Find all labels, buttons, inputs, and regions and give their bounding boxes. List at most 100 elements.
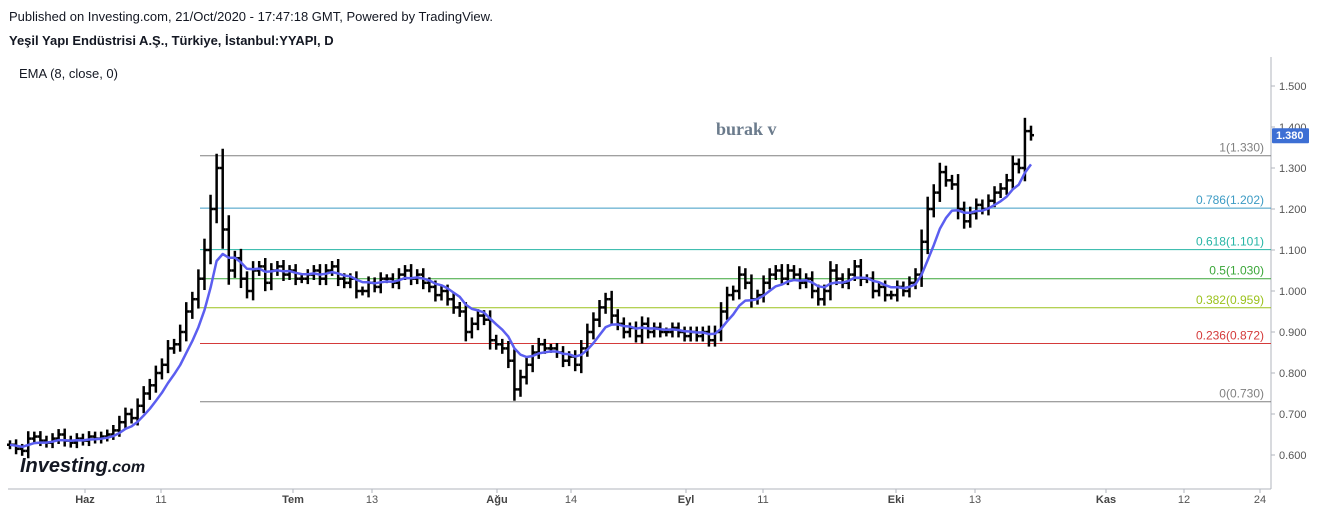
ohlc-bar [590, 312, 597, 340]
fib-level-label: 1(1.330) [1219, 141, 1264, 155]
price-axis[interactable]: 0.600 0.700 0.800 0.900 1.000 1.100 1.200 1.300… [1271, 81, 1307, 462]
ohlc-bar [888, 290, 895, 300]
ohlc-bar [122, 407, 129, 429]
ohlc-bar [815, 284, 822, 306]
ohlc-bar [438, 285, 445, 301]
ohlc-bar [724, 286, 731, 320]
fib-level-label: 0.618(1.101) [1196, 235, 1264, 249]
price-tick-label: 0.600 [1279, 450, 1307, 462]
ohlc-bar [736, 266, 743, 300]
fib-level-label: 0.236(0.872) [1196, 328, 1264, 342]
ohlc-bar [468, 317, 475, 339]
ohlc-bar [244, 271, 251, 299]
fib-level-label: 0.382(0.959) [1196, 293, 1264, 307]
time-tick-label: Kas [1096, 494, 1116, 506]
ohlc-bar [1003, 173, 1010, 195]
ohlc-bar [742, 268, 749, 290]
ohlc-bar [189, 291, 196, 319]
ohlc-bar [298, 274, 305, 284]
ohlc-bar [578, 340, 585, 374]
ohlc-bar [608, 290, 615, 324]
price-tick-label: 0.900 [1279, 327, 1307, 339]
ohlc-bar [371, 277, 378, 293]
ohlc-bar [681, 326, 688, 342]
ohlc-bar [225, 215, 232, 285]
ohlc-bar [869, 271, 876, 299]
ohlc-bar [651, 322, 658, 338]
ohlc-bar [930, 184, 937, 218]
fibonacci-retracement[interactable]: 1(1.330) 0.786(1.202) 0.618(1.101) 0.5(1.03… [200, 141, 1271, 403]
ohlc-bar [104, 429, 111, 442]
time-tick-label: Ağu [486, 494, 507, 506]
ohlc-bar [237, 248, 244, 289]
ohlc-bar [748, 274, 755, 308]
ohlc-bar [772, 265, 779, 281]
plot-area [8, 57, 1272, 490]
ohlc-bar [809, 271, 816, 299]
ohlc-bar [639, 316, 646, 344]
ohlc-bar [474, 309, 481, 331]
ohlc-bar [55, 429, 62, 445]
ema-line [9, 163, 1033, 449]
time-tick-label: Haz [75, 494, 95, 506]
ohlc-bar [973, 198, 980, 220]
ohlc-bar [1015, 158, 1022, 174]
ohlc-bar [967, 206, 974, 228]
ohlc-bar [936, 162, 943, 202]
time-tick-label: 11 [155, 494, 166, 506]
ohlc-bar [201, 238, 208, 291]
ohlc-bar [207, 194, 214, 265]
ohlc-bar [529, 345, 536, 373]
time-tick-label: 13 [969, 494, 981, 506]
time-tick-label: 13 [366, 494, 378, 506]
price-tick-label: 1.100 [1279, 245, 1307, 257]
ohlc-bar [110, 424, 117, 440]
ohlc-bar [632, 321, 639, 343]
fib-level-label: 0.5(1.030) [1209, 264, 1264, 278]
ohlc-bar [177, 324, 184, 352]
ohlc-bar [766, 268, 773, 290]
ohlc-bar [790, 265, 797, 281]
time-tick-label: Eyl [678, 494, 695, 506]
ohlc-bar [985, 194, 992, 216]
ohlc-bar [626, 322, 633, 338]
ohlc-bar [450, 292, 457, 314]
time-tick-label: Eki [888, 494, 905, 506]
ohlc-bar [511, 349, 518, 401]
ohlc-bar [146, 378, 153, 400]
ohlc-bar [359, 286, 366, 296]
ohlc-bar [505, 341, 512, 369]
ohlc-bar [961, 201, 968, 229]
ohlc-bar [408, 264, 415, 286]
ohlc-bar [219, 148, 226, 249]
ohlc-bar [979, 199, 986, 215]
ohlc-bar [183, 302, 190, 342]
ohlc-bar [876, 281, 883, 297]
ohlc-bar [924, 196, 931, 255]
time-tick-label: 24 [1254, 494, 1266, 506]
ohlc-bars [7, 117, 1034, 459]
price-tick-label: 1.000 [1279, 286, 1307, 298]
symbol-title: Yeşil Yapı Endüstrisi A.Ş., Türkiye, İst… [9, 33, 334, 48]
ohlc-bar [128, 408, 135, 424]
price-tick-label: 1.200 [1279, 204, 1307, 216]
ohlc-bar [760, 275, 767, 303]
time-tick-label: Tem [282, 494, 304, 506]
ohlc-bar [61, 428, 68, 447]
ohlc-bar [596, 300, 603, 328]
ohlc-bar [560, 346, 567, 368]
price-tick-label: 1.300 [1279, 163, 1307, 175]
ohlc-bar [395, 268, 402, 290]
ohlc-bar [262, 258, 269, 292]
ohlc-bar [894, 280, 901, 302]
author-watermark: burak v [716, 119, 777, 139]
time-axis[interactable]: Haz 11 Tem 13 Ağu 14 Eyl 11 Eki 13 Kas 12 24 [75, 489, 1266, 506]
ohlc-bar [499, 338, 506, 354]
svg-text:Investing.com: Investing.com [20, 455, 145, 477]
ohlc-bar [329, 260, 336, 276]
ohlc-bar [797, 268, 804, 290]
ema-indicator-label[interactable]: EMA (8, close, 0) [19, 66, 118, 81]
fib-level-label: 0.786(1.202) [1196, 193, 1264, 207]
fib-level-label: 0(0.730) [1219, 387, 1264, 401]
